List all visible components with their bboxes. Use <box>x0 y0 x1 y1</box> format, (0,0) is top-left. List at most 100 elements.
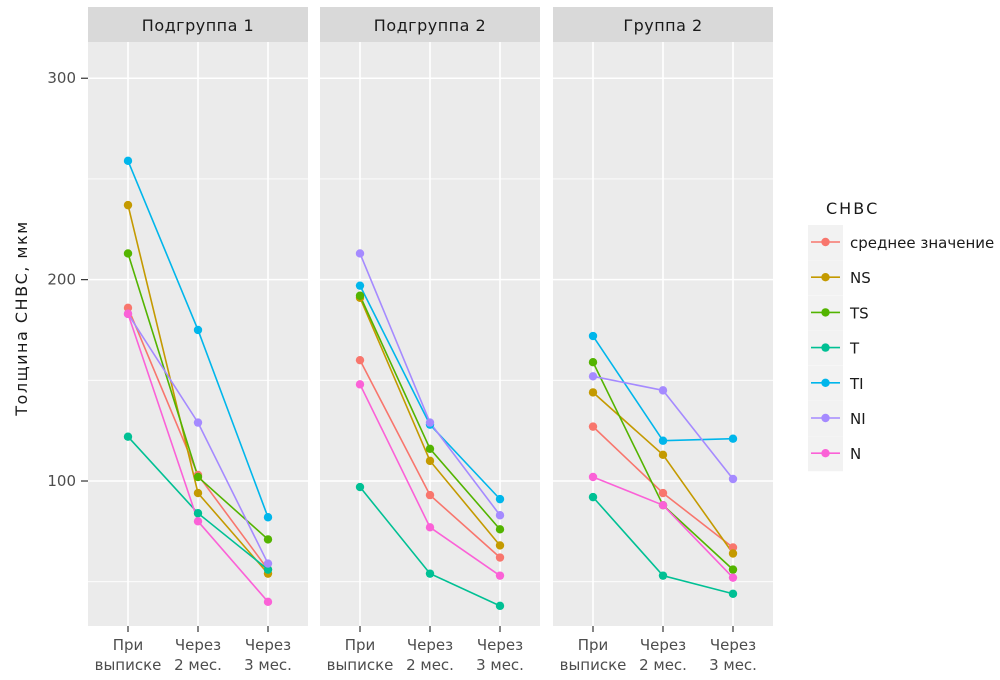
data-point <box>355 482 365 492</box>
x-tick-label: выписке <box>327 656 394 674</box>
legend-item: NI <box>808 401 866 436</box>
x-tick-label: Через <box>245 636 291 654</box>
data-point <box>425 418 435 427</box>
x-tick-label: Через <box>407 636 453 654</box>
data-point <box>355 281 365 290</box>
legend-item: N <box>808 436 861 472</box>
legend-item: NS <box>808 260 871 296</box>
data-point <box>728 565 738 574</box>
data-point <box>193 488 203 498</box>
x-tick-label: При <box>113 636 144 654</box>
y-axis: 100 200 300 <box>47 69 88 490</box>
data-point <box>425 444 435 453</box>
legend-item: TI <box>808 365 864 401</box>
panel-title: Подгруппа 2 <box>374 16 486 35</box>
data-point <box>728 543 738 552</box>
x-tick-label: 2 мес. <box>174 656 222 674</box>
legend-label: T <box>849 340 860 358</box>
data-point <box>588 372 598 381</box>
data-point <box>495 553 505 562</box>
data-point <box>193 325 203 335</box>
data-point <box>425 456 435 466</box>
y-tick-label: 100 <box>47 472 76 490</box>
data-point <box>728 589 738 598</box>
data-point <box>588 331 598 341</box>
legend-key-point <box>821 273 830 282</box>
panel-1: Подгруппа 1 При выписке Через 2 мес. Через 3 м… <box>88 7 308 674</box>
legend-label: NI <box>850 410 866 428</box>
panel-strip <box>88 7 308 42</box>
legend-label: NS <box>850 269 871 287</box>
data-point <box>425 523 435 532</box>
y-axis-title: Толщина СНВС, мкм <box>12 220 31 416</box>
data-point <box>123 249 133 258</box>
data-point <box>658 386 668 395</box>
data-point <box>193 472 203 482</box>
x-tick-label: При <box>578 636 609 654</box>
x-tick-label: Через <box>175 636 221 654</box>
data-point <box>495 511 505 520</box>
panel-title: Подгруппа 1 <box>142 16 254 35</box>
data-point <box>263 559 273 568</box>
legend-item: TS <box>808 295 869 331</box>
x-tick-label: выписке <box>560 656 627 674</box>
legend-label: среднее значение <box>850 234 994 252</box>
data-point <box>123 432 133 441</box>
legend-key-point <box>821 378 830 387</box>
data-point <box>495 571 505 580</box>
legend-key-point <box>821 343 830 352</box>
data-point <box>425 490 435 500</box>
x-tick-label: выписке <box>95 656 162 674</box>
data-point <box>495 494 505 504</box>
data-point <box>588 388 598 397</box>
data-point <box>193 418 203 427</box>
legend-key-point <box>821 308 830 317</box>
data-point <box>123 303 133 313</box>
data-point <box>263 513 273 522</box>
legend-label: TS <box>849 304 869 322</box>
data-point <box>263 565 273 574</box>
data-point <box>728 474 738 484</box>
data-point <box>123 309 133 319</box>
legend-item: T <box>808 330 860 366</box>
data-point <box>495 525 505 534</box>
data-point <box>193 517 203 526</box>
panel-3: Группа 2 При выписке Через 2 мес. Через 3 мес. <box>553 7 773 674</box>
x-tick-label: Через <box>640 636 686 654</box>
panel-strip <box>320 7 540 42</box>
y-tick-label: 200 <box>47 271 76 289</box>
legend-key-point <box>821 449 830 458</box>
data-point <box>495 601 505 611</box>
data-point <box>425 569 435 578</box>
x-tick-label: Через <box>477 636 523 654</box>
data-point <box>355 291 365 300</box>
data-point <box>193 509 203 518</box>
data-point <box>123 156 133 166</box>
data-point <box>588 357 598 367</box>
x-tick-label: При <box>345 636 376 654</box>
data-point <box>658 500 668 510</box>
data-point <box>658 488 668 498</box>
data-point <box>588 472 598 482</box>
data-point <box>263 597 273 607</box>
x-tick-label: 3 мес. <box>244 656 292 674</box>
data-point <box>123 200 133 210</box>
x-tick-label: 3 мес. <box>476 656 524 674</box>
panel-2: Подгруппа 2 При выписке Через 2 мес. Через 3 м… <box>320 7 540 674</box>
data-point <box>355 249 365 258</box>
data-point <box>658 450 668 460</box>
x-tick-label: 2 мес. <box>406 656 454 674</box>
panel-title: Группа 2 <box>623 16 702 35</box>
data-point <box>728 549 738 558</box>
legend-items: среднее значение NS TS T TI NI N <box>808 225 994 472</box>
data-point <box>588 492 598 502</box>
data-point <box>728 573 738 582</box>
legend-key-point <box>821 237 830 247</box>
data-point <box>728 434 738 443</box>
y-tick-label: 300 <box>47 69 76 87</box>
legend-key-point <box>821 413 830 423</box>
legend-label: TI <box>849 375 864 393</box>
legend-label: N <box>850 445 861 463</box>
data-point <box>355 355 365 365</box>
